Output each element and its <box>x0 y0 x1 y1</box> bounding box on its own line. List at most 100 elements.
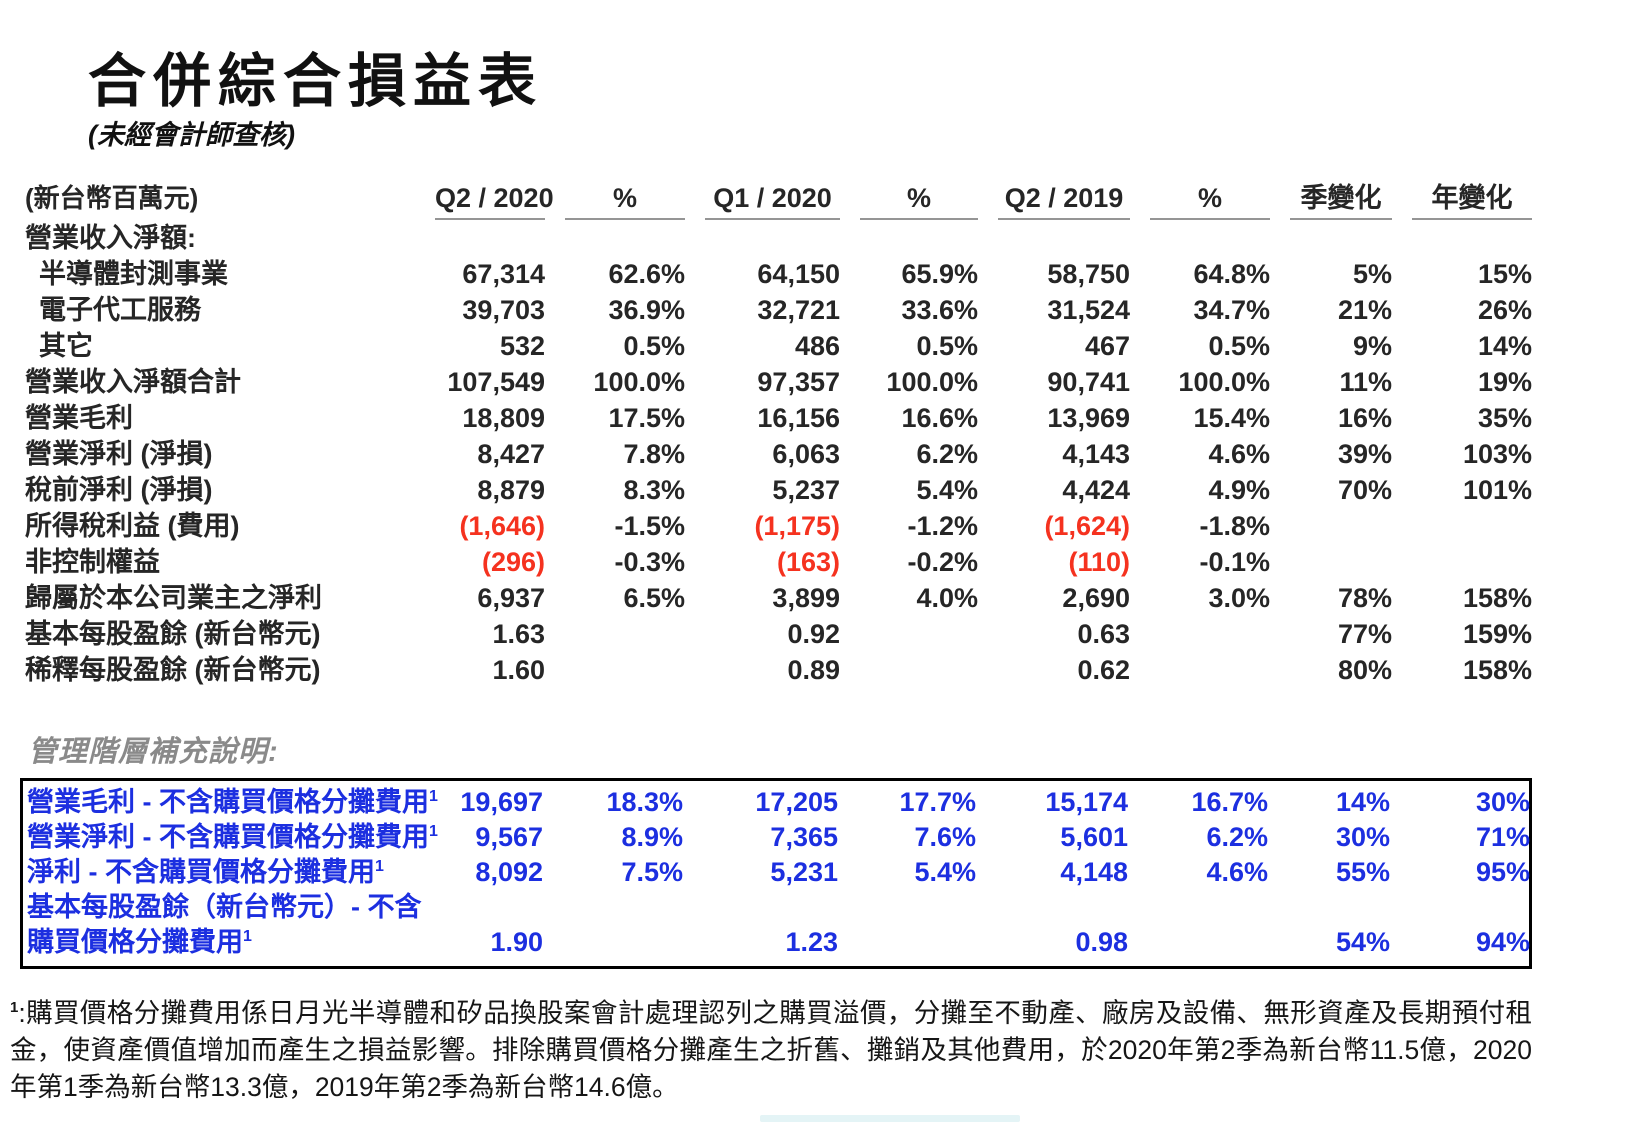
footnote-reference: 1 <box>375 858 384 875</box>
row-label: 營業毛利 <box>25 403 133 433</box>
row-label: 電子代工服務 <box>39 295 201 325</box>
column-header-q2-2019: Q2 / 2019 <box>998 178 1130 220</box>
cell-value: 4,143 <box>1062 439 1130 469</box>
cell-value: 65.9% <box>901 259 978 289</box>
management-supplement-box: 營業毛利 - 不含購買價格分攤費用1 19,697 18.3% 17,205 17.7%… <box>20 778 1532 969</box>
cell-value: 0.5% <box>623 331 685 361</box>
cell-value: 54% <box>1335 927 1390 957</box>
footnote-reference: 1 <box>429 788 438 805</box>
cell-value: 5,601 <box>1060 822 1128 852</box>
cell-value: 467 <box>1084 331 1130 361</box>
cell-value: 103% <box>1462 439 1532 469</box>
row-label: 稀釋每股盈餘 (新台幣元) <box>25 655 321 685</box>
cell-value: 16% <box>1337 403 1392 433</box>
unaudited-note: (未經會計師查核) <box>88 120 295 150</box>
cell-value: 17,205 <box>755 787 838 817</box>
table-row: 基本每股盈餘 (新台幣元) 1.63 0.92 0.63 77% 159% <box>25 616 1535 652</box>
table-row: 非控制權益 (296) -0.3% (163) -0.2% (110) -0.1% <box>25 544 1535 580</box>
cell-value: 0.89 <box>787 655 840 685</box>
cell-value: 71% <box>1475 822 1530 852</box>
cell-value: 77% <box>1337 619 1392 649</box>
cell-value: -1.2% <box>907 511 978 541</box>
supplement-body: 營業毛利 - 不含購買價格分攤費用1 19,697 18.3% 17,205 17.7%… <box>23 785 1530 960</box>
cell-value: 80% <box>1337 655 1392 685</box>
cell-value: 67,314 <box>462 259 545 289</box>
cell-value: 4,424 <box>1062 475 1130 505</box>
footnote: 1:購買價格分攤費用係日月光半導體和矽品換股案會計處理認列之購買溢價，分攤至不動… <box>10 995 1532 1106</box>
cell-value: 4.9% <box>1208 475 1270 505</box>
footnote-reference: 1 <box>429 823 438 840</box>
management-supplement-heading: 管理階層補充說明: <box>28 736 279 768</box>
cell-value: 16.6% <box>901 403 978 433</box>
cell-value: 94% <box>1475 927 1530 957</box>
cell-value: 70% <box>1337 475 1392 505</box>
row-label: 營業淨利 - 不含購買價格分攤費用1 <box>27 822 438 852</box>
table-body: 營業收入淨額: 半導體封測事業 67,314 62.6% 64,150 65.9% 58,7… <box>25 220 1535 688</box>
table-row: 稀釋每股盈餘 (新台幣元) 1.60 0.89 0.62 80% 158% <box>25 652 1535 688</box>
column-header-q1-2020: Q1 / 2020 <box>705 178 840 220</box>
table-row: 其它 532 0.5% 486 0.5% 467 0.5% 9% 14% <box>25 328 1535 364</box>
cell-value: 55% <box>1335 857 1390 887</box>
cell-value: 100.0% <box>886 367 978 397</box>
cell-value: 4,148 <box>1060 857 1128 887</box>
table-row: 營業收入淨額合計 107,549 100.0% 97,357 100.0% 90,741 1… <box>25 364 1535 400</box>
row-label: 非控制權益 <box>25 547 160 577</box>
cell-value: 9% <box>1352 331 1392 361</box>
cell-value: 9,567 <box>475 822 543 852</box>
cell-value: (110) <box>1068 547 1130 577</box>
row-label: 淨利 - 不含購買價格分攤費用1 <box>27 857 384 887</box>
cell-value: 32,721 <box>757 295 840 325</box>
cell-value: 13,969 <box>1047 403 1130 433</box>
cell-value: 8,427 <box>477 439 545 469</box>
column-header-q2-2020: Q2 / 2020 <box>435 178 554 220</box>
cell-value: 0.92 <box>787 619 840 649</box>
table-header-row: (新台幣百萬元) Q2 / 2020 % Q1 / 2020 % Q2 / 20… <box>25 178 1535 220</box>
column-header-pct-2: % <box>860 178 978 220</box>
cell-value: 14% <box>1335 787 1390 817</box>
cell-value: 1.90 <box>490 927 543 957</box>
cell-value: 64.8% <box>1193 259 1270 289</box>
cell-value: 107,549 <box>447 367 545 397</box>
currency-unit-label: (新台幣百萬元) <box>25 183 199 213</box>
cell-value: 21% <box>1337 295 1392 325</box>
income-statement-table: (新台幣百萬元) Q2 / 2020 % Q1 / 2020 % Q2 / 20… <box>25 178 1535 688</box>
row-label: 稅前淨利 (淨損) <box>25 475 213 505</box>
cell-value: 90,741 <box>1047 367 1130 397</box>
cell-value: (163) <box>776 547 840 577</box>
footer-decoration-bar <box>760 1115 1020 1122</box>
cell-value: 26% <box>1477 295 1532 325</box>
cell-value: 30% <box>1475 787 1530 817</box>
cell-value: 6.2% <box>916 439 978 469</box>
supplement-row: 購買價格分攤費用1 1.90 1.23 0.98 54% 94% <box>23 925 1530 960</box>
table-row: 電子代工服務 39,703 36.9% 32,721 33.6% 31,524 34.7% 2… <box>25 292 1535 328</box>
table-row: 所得稅利益 (費用) (1,646) -1.5% (1,175) -1.2% (1,624… <box>25 508 1535 544</box>
cell-value: -0.1% <box>1199 547 1270 577</box>
cell-value: 78% <box>1337 583 1392 613</box>
cell-value: 4.0% <box>916 583 978 613</box>
cell-value: 0.5% <box>1208 331 1270 361</box>
cell-value: 19% <box>1477 367 1532 397</box>
cell-value: 0.5% <box>916 331 978 361</box>
cell-value: 4.6% <box>1206 857 1268 887</box>
cell-value: -1.5% <box>614 511 685 541</box>
cell-value: 4.6% <box>1208 439 1270 469</box>
cell-value: 0.62 <box>1077 655 1130 685</box>
cell-value: 5.4% <box>916 475 978 505</box>
cell-value: 33.6% <box>901 295 978 325</box>
cell-value: 35% <box>1477 403 1532 433</box>
table-row: 營業毛利 18,809 17.5% 16,156 16.6% 13,969 15.4% 16%… <box>25 400 1535 436</box>
cell-value: 159% <box>1462 619 1532 649</box>
cell-value: 15.4% <box>1193 403 1270 433</box>
cell-value: 16,156 <box>757 403 840 433</box>
cell-value: 7.5% <box>621 857 683 887</box>
cell-value: 39,703 <box>462 295 545 325</box>
cell-value: (1,624) <box>1044 511 1130 541</box>
footnote-reference: 1 <box>243 928 252 945</box>
cell-value: 7.8% <box>623 439 685 469</box>
cell-value: 39% <box>1337 439 1392 469</box>
row-label: 歸屬於本公司業主之淨利 <box>25 583 322 613</box>
cell-value: 1.23 <box>785 927 838 957</box>
cell-value: 8,879 <box>477 475 545 505</box>
cell-value: -0.2% <box>907 547 978 577</box>
cell-value: -1.8% <box>1199 511 1270 541</box>
